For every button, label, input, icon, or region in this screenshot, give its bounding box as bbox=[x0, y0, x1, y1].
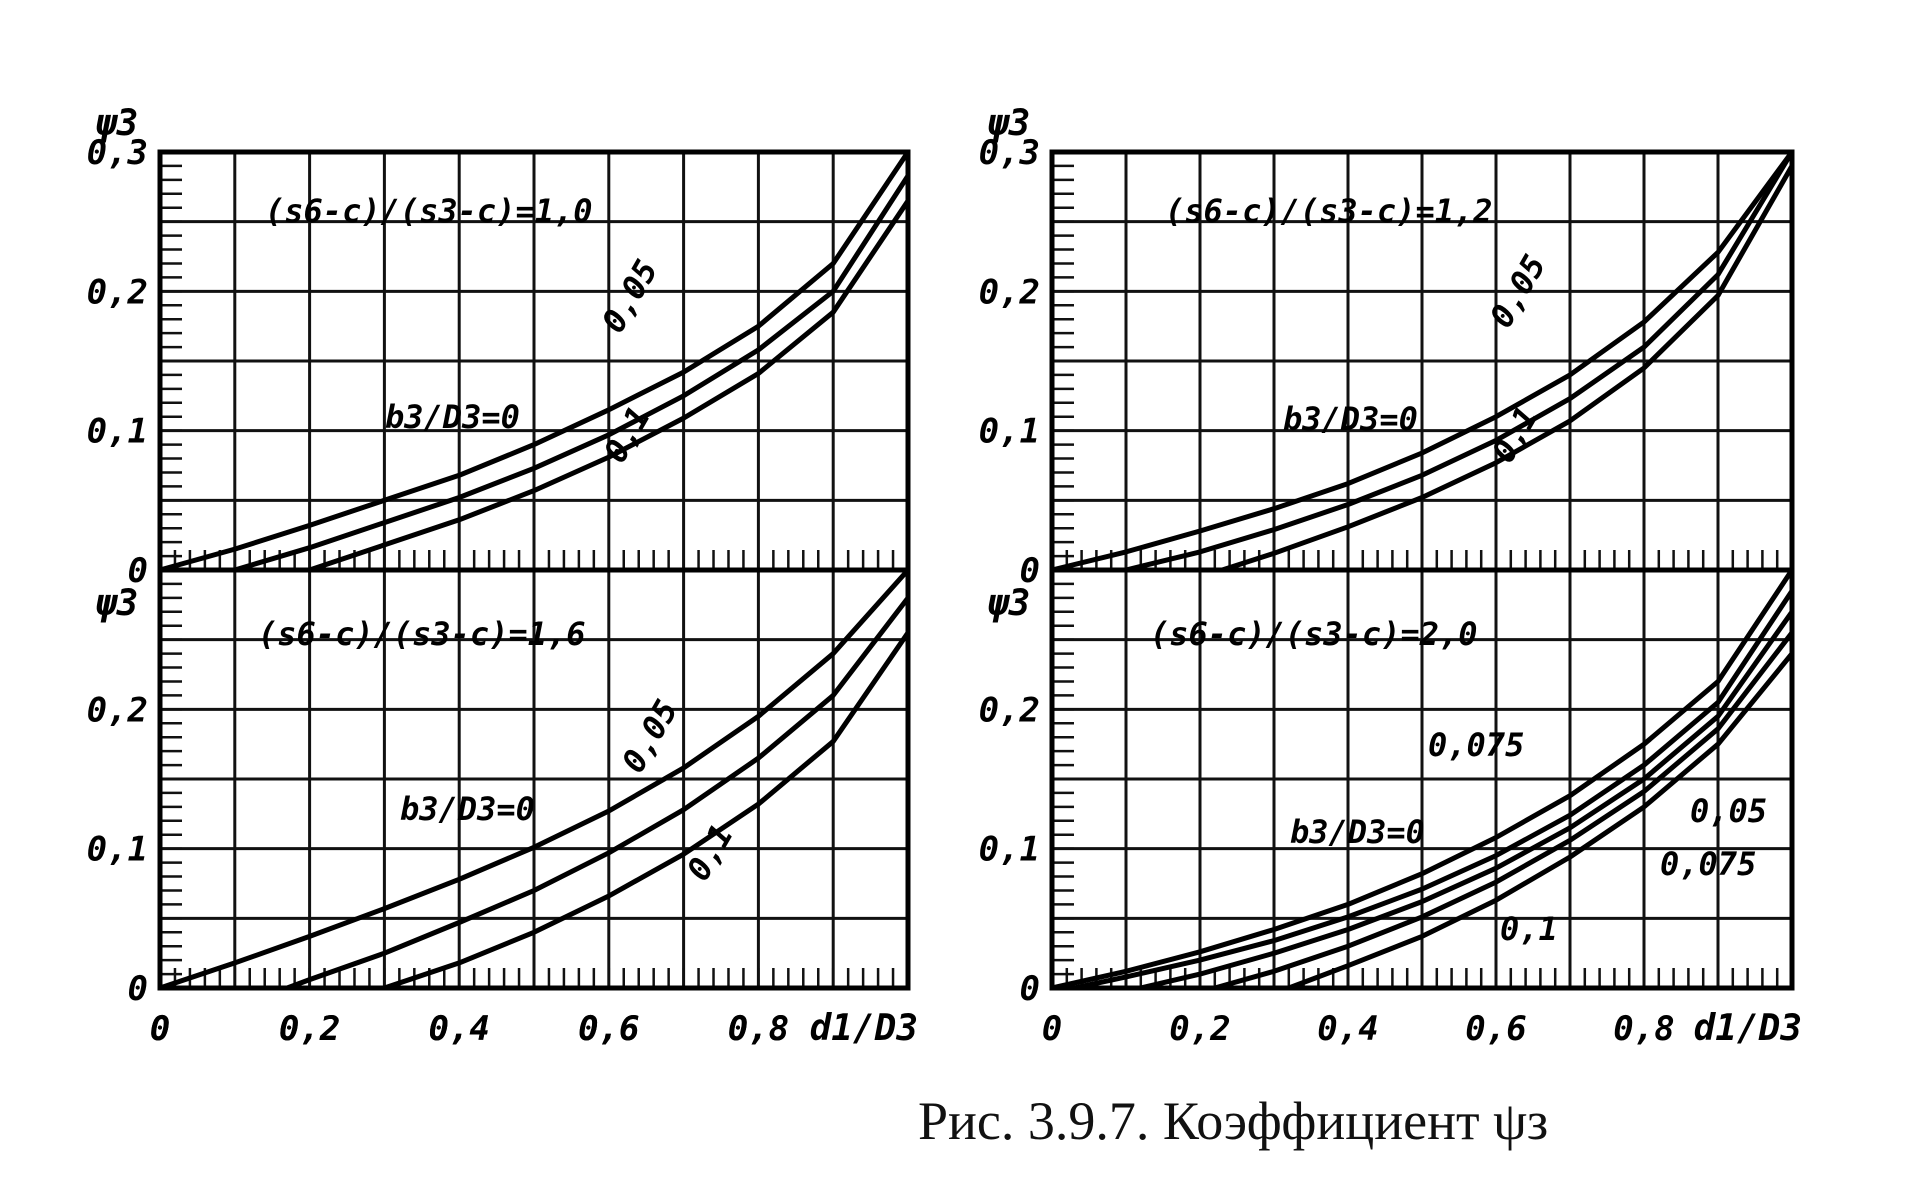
x-axis-title: d1/D3 bbox=[810, 1008, 918, 1049]
y-tick-label: 0 bbox=[1020, 969, 1040, 1009]
y-axis-title: ψ3 bbox=[95, 103, 138, 144]
panel-frame bbox=[1049, 567, 1795, 991]
series-curve bbox=[1125, 150, 1795, 573]
parameter-label: (s6-c)/(s3-c)=2,0 bbox=[1150, 615, 1478, 653]
curve-value-label: 0,075 bbox=[1428, 726, 1524, 764]
series-curve bbox=[159, 150, 911, 573]
curve-value-label: 0,05 bbox=[614, 693, 685, 779]
series-curve bbox=[286, 596, 910, 991]
y-tick-label: 0 bbox=[1020, 551, 1040, 591]
x-tick-label: 0,8 bbox=[728, 1009, 789, 1049]
curve-value-label: 0,05 bbox=[594, 253, 665, 339]
x-tick-label: 0,8 bbox=[728, 1009, 789, 1049]
curve-value-label: 0,1 bbox=[1484, 400, 1546, 469]
curve-value-label: 0,05 bbox=[1690, 792, 1767, 830]
series-curve bbox=[1221, 164, 1795, 573]
series-curve bbox=[1140, 610, 1795, 991]
y-tick-label: 0 bbox=[128, 969, 148, 1009]
y-tick-label: 0,2 bbox=[979, 272, 1040, 312]
y-tick-label: 0,1 bbox=[979, 830, 1040, 870]
curve-value-label: 0,075 bbox=[1660, 845, 1756, 883]
series-curve bbox=[1051, 568, 1795, 991]
x-tick-label: 0,8 bbox=[1613, 1009, 1674, 1049]
y-tick-label: 0,1 bbox=[87, 830, 148, 870]
x-tick-label: 0 bbox=[1042, 1009, 1062, 1049]
curve-value-label: 0,1 bbox=[1500, 910, 1558, 948]
series-label: b3/D3=0 bbox=[385, 398, 520, 436]
parameter-label: (s6-c)/(s3-c)=1,6 bbox=[258, 615, 586, 653]
y-axis-title: ψ3 bbox=[987, 103, 1030, 144]
x-axis-title: d1/D3 bbox=[1694, 1008, 1802, 1049]
y-tick-label: 0,2 bbox=[87, 272, 148, 312]
series-curve bbox=[1051, 150, 1795, 573]
parameter-label: (s6-c)/(s3-c)=1,0 bbox=[265, 192, 593, 230]
y-axis-title: ψ3 bbox=[987, 583, 1030, 624]
figure-caption: Рис. 3.9.7. Коэффициент ψз bbox=[918, 1091, 1549, 1151]
series-label: b3/D3=0 bbox=[1283, 400, 1418, 438]
series-curve bbox=[1287, 652, 1794, 991]
x-tick-label: 0,6 bbox=[578, 1009, 639, 1049]
x-tick-label: 0,4 bbox=[428, 1009, 489, 1049]
curve-value-label: 0,1 bbox=[679, 818, 741, 887]
series-curve bbox=[383, 631, 911, 991]
x-tick-label: 0 bbox=[150, 1009, 170, 1049]
series-label: b3/D3=0 bbox=[1290, 813, 1425, 851]
x-tick-label: 0,2 bbox=[279, 1009, 340, 1049]
y-axis-title: ψ3 bbox=[95, 583, 138, 624]
x-tick-label: 0,2 bbox=[1169, 1009, 1230, 1049]
series-curve bbox=[159, 568, 910, 991]
x-tick-label: 0,4 bbox=[1317, 1009, 1378, 1049]
y-tick-label: 0,3 bbox=[87, 133, 148, 173]
y-tick-label: 0,2 bbox=[87, 690, 148, 730]
panel-frame bbox=[157, 567, 911, 991]
y-tick-label: 0,3 bbox=[979, 133, 1040, 173]
x-tick-label: 0,2 bbox=[279, 1009, 340, 1049]
y-tick-label: 0,2 bbox=[979, 690, 1040, 730]
series-curve bbox=[1073, 589, 1795, 991]
x-tick-label: 0 bbox=[150, 1009, 170, 1049]
y-tick-label: 0 bbox=[128, 551, 148, 591]
y-tick-label: 0,1 bbox=[979, 412, 1040, 452]
x-tick-label: 0,6 bbox=[578, 1009, 639, 1049]
x-tick-label: 0,6 bbox=[1465, 1009, 1526, 1049]
series-label: b3/D3=0 bbox=[400, 790, 535, 828]
series-curve bbox=[234, 174, 911, 573]
series-curve bbox=[308, 199, 911, 573]
parameter-label: (s6-c)/(s3-c)=1,2 bbox=[1165, 192, 1493, 230]
x-tick-label: 0,4 bbox=[428, 1009, 489, 1049]
y-tick-label: 0,1 bbox=[87, 412, 148, 452]
series-curve bbox=[1214, 631, 1794, 991]
